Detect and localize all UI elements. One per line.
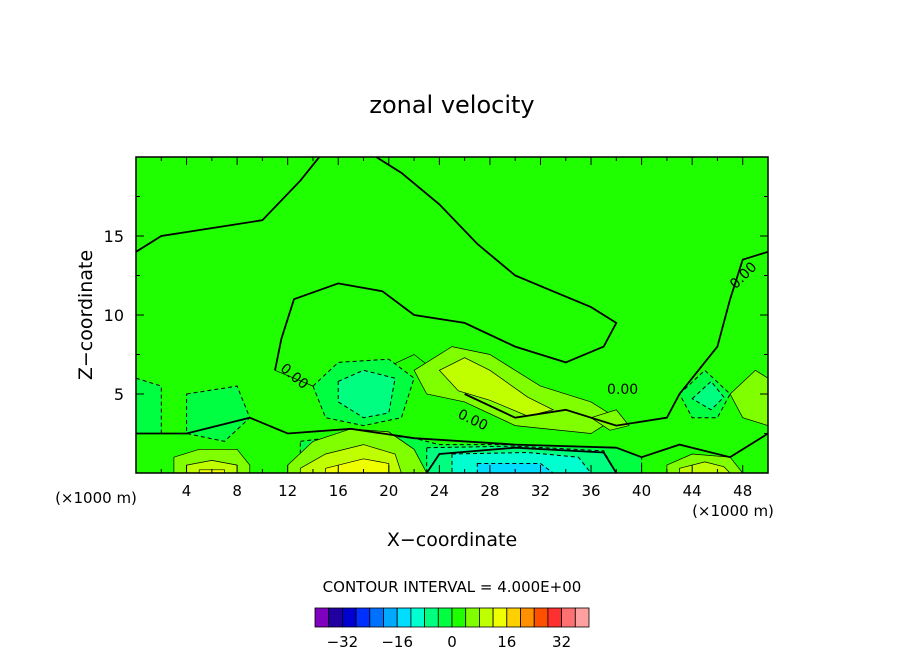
y-tick-label: 15 [104,227,124,246]
colorbar-swatch [561,607,576,628]
colorbar-tick-label: 0 [447,633,457,651]
x-tick-label: 16 [329,482,348,500]
x-tick-label: 20 [379,482,398,500]
colorbar-swatch [369,607,384,628]
contour-region [438,357,555,417]
contour-region [337,369,396,419]
x-unit-right: (×1000 m) [692,502,774,520]
y-tick-label: 10 [104,306,124,325]
contour-region [476,463,554,473]
x-tick-label: 28 [480,482,499,500]
colorbar-tick-label: −16 [381,633,413,651]
x-tick-label: 24 [430,482,449,500]
colorbar-tick-labels: −32 −16 0 16 32 [327,633,572,651]
zero-contour-line [464,250,768,427]
x-tick-label: 48 [733,482,752,500]
contour-region [691,380,725,411]
colorbar-swatch [341,607,357,628]
colorbar-swatch [478,607,494,628]
contour-label: 0.00 [607,382,638,398]
colorbar-swatch [451,607,467,628]
colorbar-swatch [520,607,535,628]
colorbar-swatch [314,607,330,628]
colorbar-swatch [547,607,563,628]
colorbar-swatch [465,607,480,628]
colorbar-tick-label: −32 [327,633,359,651]
colorbar-swatch [396,607,412,628]
x-tick-label: 8 [232,482,242,500]
contour-interval-text: CONTOUR INTERVAL = 4.000E+00 [323,578,582,596]
y-axis-label: Z−coordinate [75,250,97,380]
colorbar-swatch [328,607,343,628]
contour-plot-area: 0.000.00 0.000.00 [136,157,768,473]
colorbar [314,607,590,628]
x-axis-ticks: 4 8 12 16 20 24 28 32 36 40 44 48 [160,157,752,500]
x-tick-label: 44 [683,482,702,500]
colorbar-swatch [492,607,508,628]
y-axis-ticks: 5 10 15 [104,196,768,434]
colorbar-swatch [355,607,371,628]
colorbar-swatch [437,607,453,628]
x-tick-label: 40 [632,482,651,500]
x-tick-label: 4 [182,482,192,500]
contour-region [186,385,251,442]
y-tick-label: 5 [114,385,124,404]
zero-contour-line [136,416,768,459]
contour-region [729,369,768,426]
chart-title: zonal velocity [369,91,534,119]
zero-contour-line [136,157,321,253]
x-unit-left: (×1000 m) [55,489,137,507]
x-tick-label: 12 [278,482,297,500]
colorbar-tick-label: 32 [552,633,571,651]
x-tick-label: 32 [531,482,550,500]
colorbar-swatch [506,607,521,628]
colorbar-swatch [574,607,590,628]
colorbar-swatch [410,607,425,628]
zero-contour-line [274,157,618,371]
colorbar-swatch [424,607,439,628]
colorbar-swatch [533,607,549,628]
colorbar-swatch [383,607,398,628]
x-axis-label: X−coordinate [387,529,517,551]
contour-region [136,377,162,434]
x-tick-label: 36 [581,482,600,500]
colorbar-tick-label: 16 [497,633,516,651]
zero-contour-line [425,446,618,473]
